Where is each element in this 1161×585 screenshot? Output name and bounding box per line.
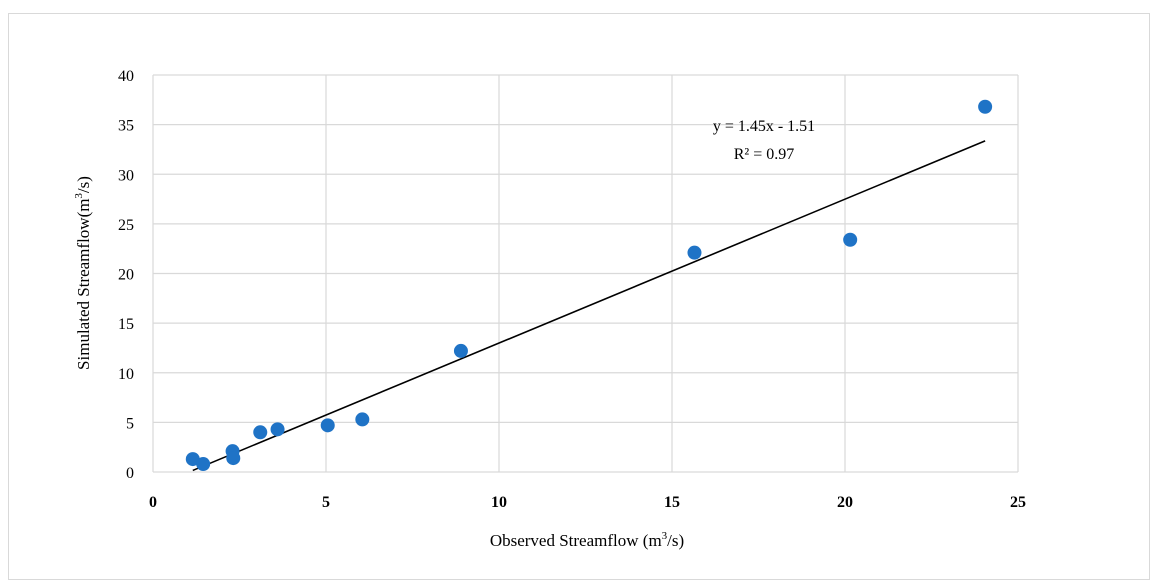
- x-tick-label: 25: [1010, 494, 1026, 511]
- data-point: [453, 343, 468, 358]
- x-tick-label: 15: [664, 494, 680, 511]
- y-axis-title: Simulated Streamflow(m3/s): [73, 176, 93, 370]
- y-axis-title-sup: 3: [73, 193, 85, 199]
- data-point: [196, 457, 211, 472]
- trendline-equation: y = 1.45x - 1.51: [713, 118, 815, 135]
- y-axis-title-main: Simulated Streamflow(m: [74, 199, 93, 370]
- data-point: [270, 422, 285, 437]
- y-tick-label: 30: [118, 167, 134, 184]
- data-point: [253, 425, 268, 440]
- x-axis-title-tail: /s): [667, 531, 684, 550]
- data-point: [320, 418, 335, 433]
- x-tick-label: 20: [837, 494, 853, 511]
- y-tick-label: 25: [118, 217, 134, 234]
- data-points: [185, 99, 993, 472]
- y-tick-label: 5: [126, 415, 134, 432]
- y-tick-label: 20: [118, 267, 134, 284]
- tick-labels: 0 5 10 15 20 25 30 35 40 0 5 10 15 20 25: [118, 68, 1026, 511]
- data-point: [843, 232, 858, 247]
- y-tick-label: 40: [118, 68, 134, 85]
- data-point: [687, 245, 702, 260]
- x-axis-title-main: Observed Streamflow (m: [490, 531, 662, 550]
- x-tick-label: 0: [149, 494, 157, 511]
- linear-trendline: [192, 140, 986, 472]
- y-axis-title-tail: /s): [74, 176, 93, 193]
- y-tick-label: 0: [126, 465, 134, 482]
- chart-frame: [8, 13, 1150, 580]
- y-tick-label: 15: [118, 316, 134, 333]
- x-tick-label: 10: [491, 494, 507, 511]
- x-axis-title: Observed Streamflow (m3/s): [490, 530, 684, 550]
- trendline-r-squared: R² = 0.97: [734, 146, 795, 163]
- data-point: [185, 452, 200, 467]
- x-tick-label: 5: [322, 494, 330, 511]
- y-tick-label: 10: [118, 366, 134, 383]
- data-point: [226, 451, 241, 466]
- data-point: [978, 99, 993, 114]
- trendline-group: [192, 140, 986, 472]
- x-axis-title-sup: 3: [662, 530, 668, 542]
- gridlines: [152, 74, 1019, 473]
- data-point: [355, 412, 370, 427]
- y-tick-label: 35: [118, 118, 134, 135]
